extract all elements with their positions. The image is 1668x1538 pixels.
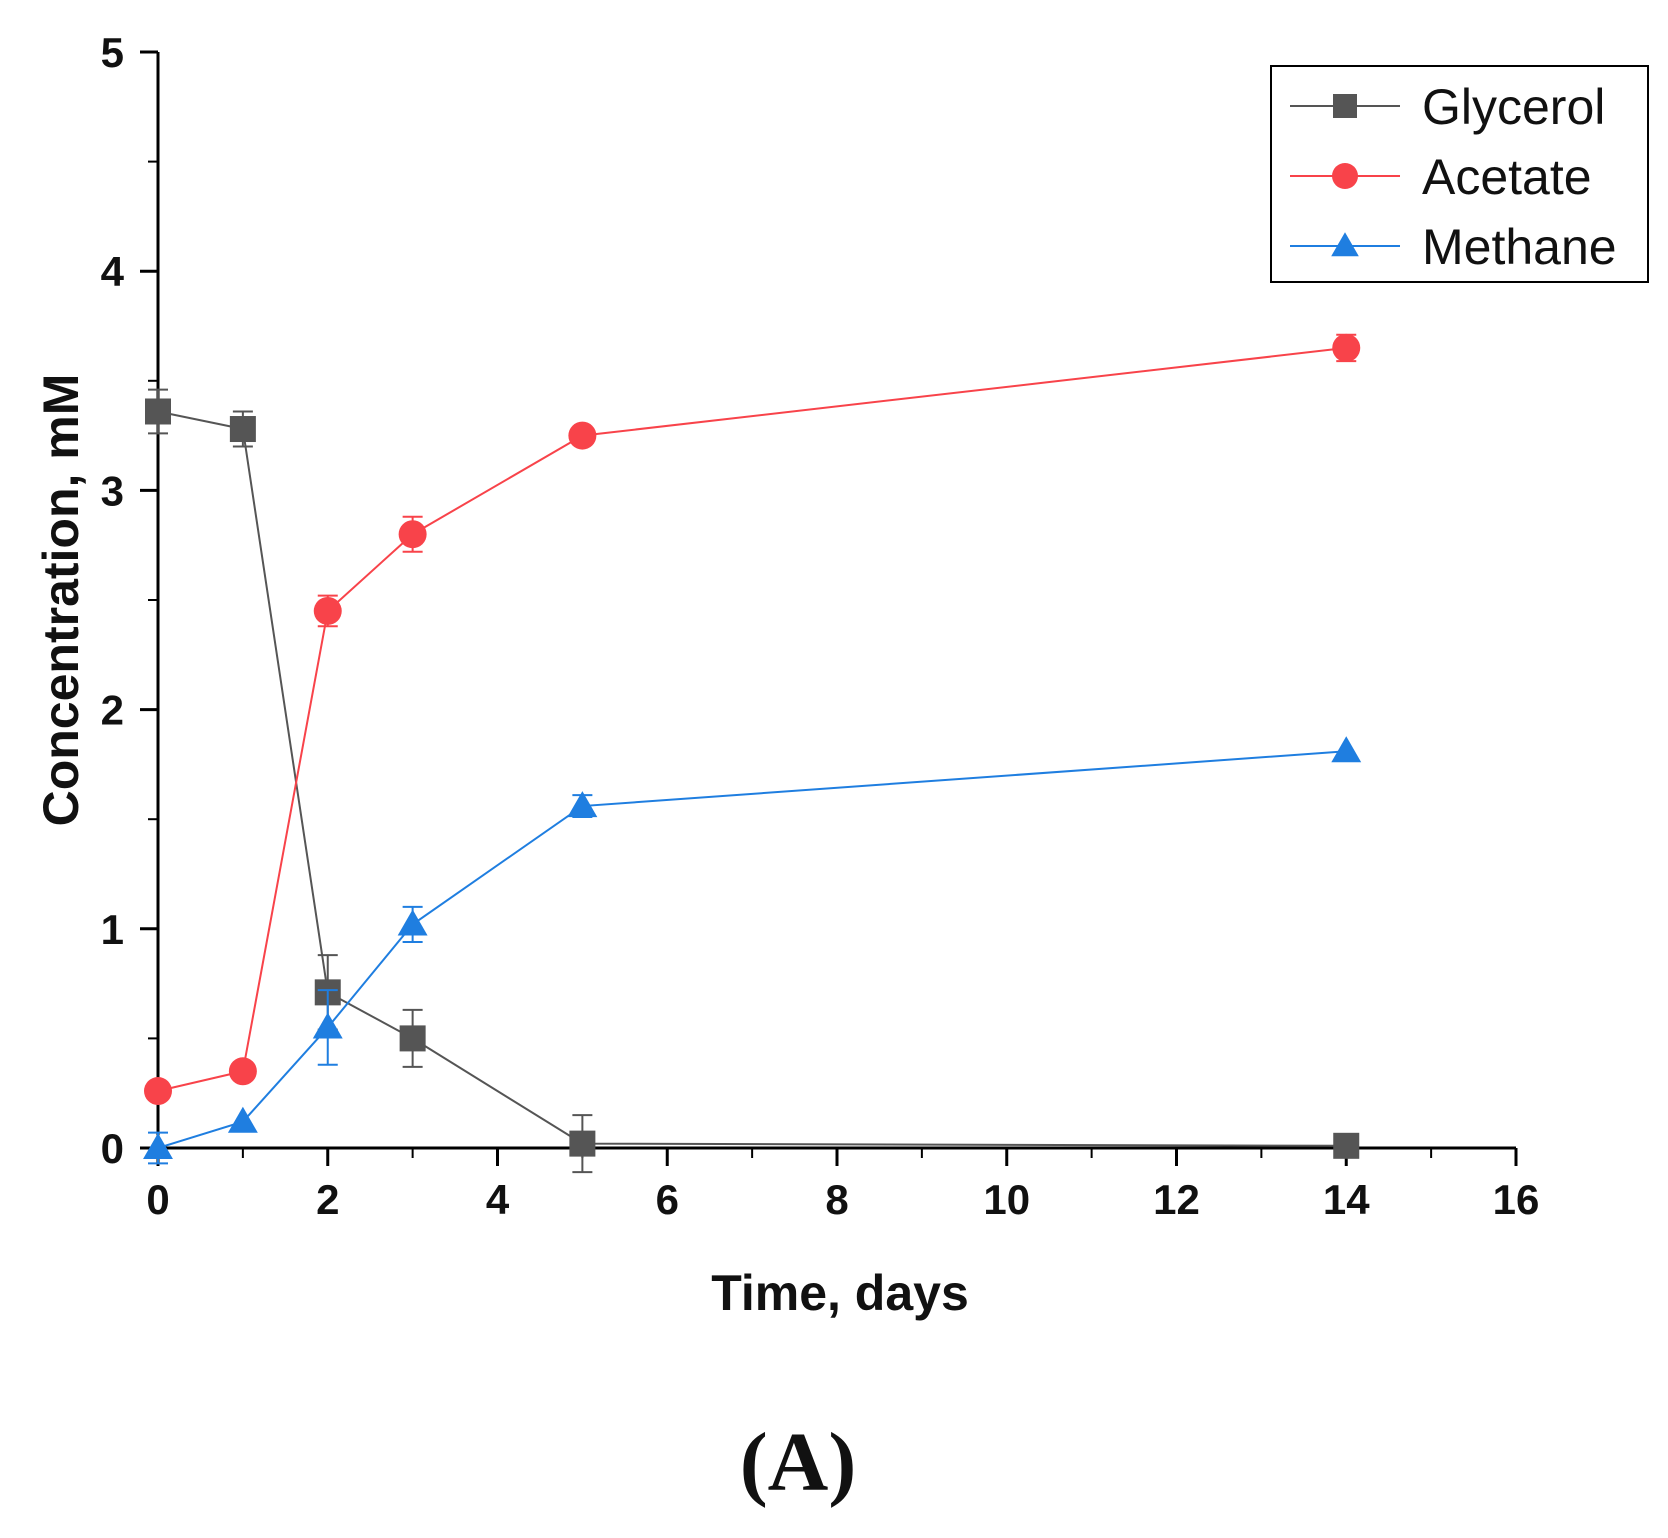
- methane-point: [312, 1012, 343, 1039]
- y-axis-title: Concentration, mM: [33, 374, 89, 827]
- series-layer: [143, 333, 1362, 1174]
- glycerol-point: [399, 1025, 426, 1052]
- legend-label-acetate: Acetate: [1422, 149, 1592, 205]
- legend-item-acetate: Acetate: [1290, 149, 1592, 205]
- series-glycerol: [145, 388, 1360, 1174]
- acetate-point: [568, 421, 597, 450]
- x-tick-label: 4: [486, 1176, 510, 1223]
- glycerol-point: [569, 1130, 596, 1157]
- legend-item-glycerol: Glycerol: [1290, 79, 1605, 135]
- legend-label-methane: Methane: [1422, 219, 1617, 275]
- series-acetate: [144, 333, 1361, 1106]
- methane-line: [157, 750, 1347, 1149]
- methane-point: [227, 1106, 258, 1133]
- legend-marker-glycerol: [1333, 94, 1357, 118]
- y-tick-label: 1: [101, 906, 124, 953]
- methane-point: [397, 909, 428, 936]
- legend-marker-methane: [1331, 232, 1359, 257]
- acetate-point: [144, 1077, 172, 1106]
- methane-point: [1331, 736, 1362, 763]
- glycerol-line: [157, 410, 1347, 1147]
- x-axis-title: Time, days: [711, 1265, 969, 1321]
- acetate-point: [1332, 333, 1361, 362]
- x-tick-label: 0: [146, 1176, 169, 1223]
- y-tick-label: 2: [101, 687, 124, 734]
- acetate-point: [398, 520, 427, 549]
- y-tick-label: 3: [101, 467, 124, 514]
- glycerol-point: [145, 398, 171, 425]
- x-tick-label: 6: [656, 1176, 679, 1223]
- acetate-point: [228, 1057, 257, 1086]
- legend-label-glycerol: Glycerol: [1422, 79, 1605, 135]
- series-methane: [143, 736, 1362, 1165]
- glycerol-point: [229, 416, 256, 443]
- methane-point: [143, 1133, 173, 1160]
- acetate-point: [313, 596, 342, 625]
- x-tick-label: 12: [1153, 1176, 1200, 1223]
- panel-label: (A): [740, 1416, 857, 1509]
- x-tick-label: 14: [1323, 1176, 1370, 1223]
- legend: Glycerol Acetate Methane: [1270, 65, 1649, 283]
- acetate-line: [157, 346, 1347, 1092]
- legend-item-methane: Methane: [1290, 219, 1617, 275]
- y-tick-label: 0: [101, 1125, 124, 1172]
- x-tick-label: 8: [825, 1176, 848, 1223]
- x-tick-label: 16: [1493, 1176, 1540, 1223]
- x-tick-label: 10: [983, 1176, 1030, 1223]
- legend-items: Glycerol Acetate Methane: [1290, 79, 1617, 275]
- y-tick-label: 4: [101, 248, 125, 295]
- methane-point: [567, 791, 598, 818]
- legend-marker-acetate: [1332, 163, 1358, 189]
- glycerol-point: [1333, 1132, 1360, 1159]
- x-tick-label: 2: [316, 1176, 339, 1223]
- y-tick-label: 5: [101, 29, 124, 76]
